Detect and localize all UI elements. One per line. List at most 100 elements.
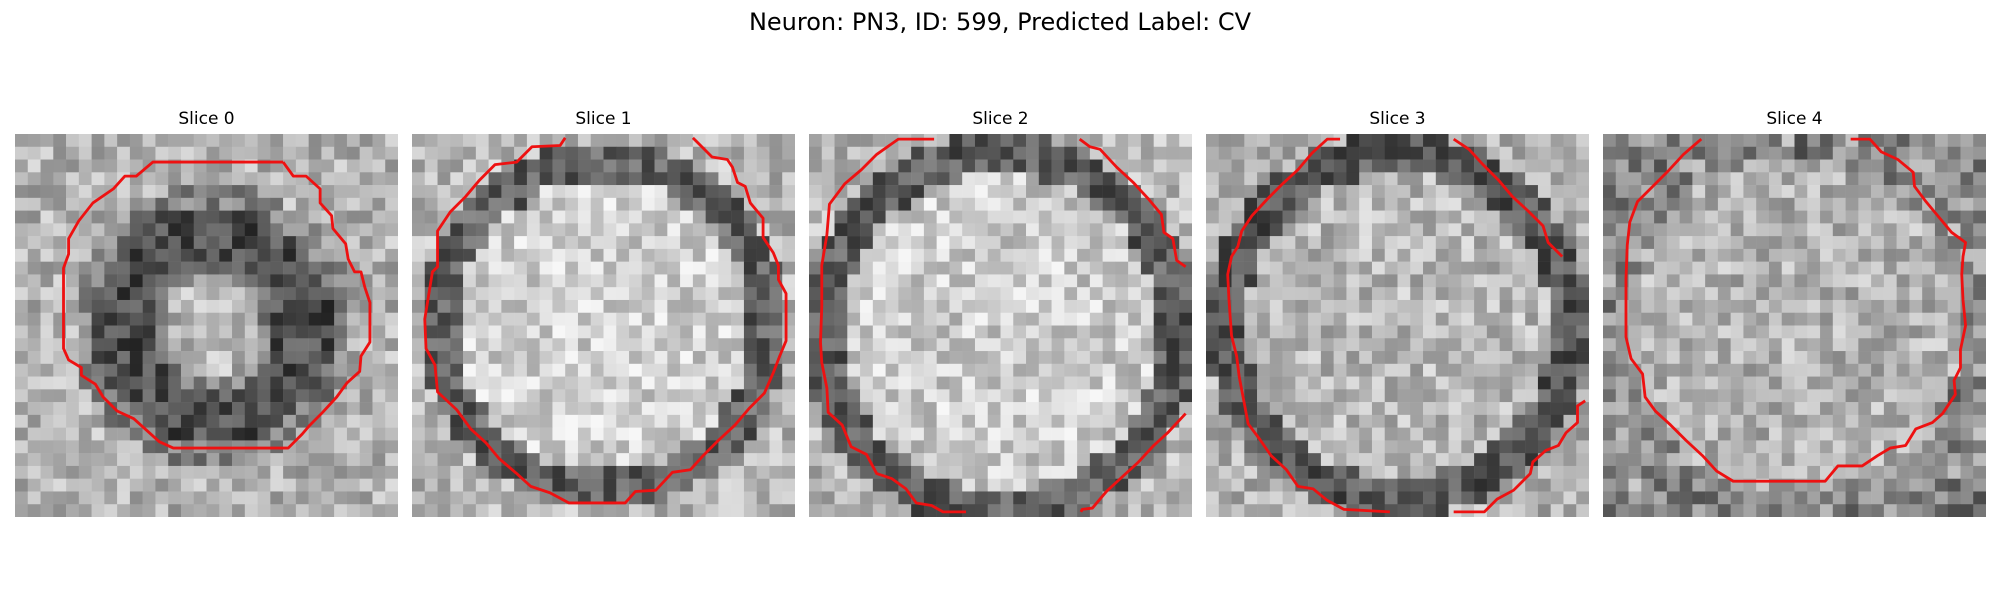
pixel — [1103, 249, 1116, 262]
pixel — [604, 300, 617, 313]
panel-slice-4: Slice 4 — [1603, 108, 1986, 517]
pixel — [1410, 377, 1423, 390]
pixel — [1960, 389, 1973, 402]
pixel — [309, 300, 322, 313]
pixel — [1321, 504, 1334, 517]
pixel — [1743, 453, 1756, 466]
pixel — [1321, 274, 1334, 287]
pixel — [1321, 351, 1334, 364]
pixel — [1820, 415, 1833, 428]
pixel — [438, 262, 451, 275]
pixel — [1629, 389, 1642, 402]
pixel — [1705, 300, 1718, 313]
pixel — [1667, 198, 1680, 211]
pixel — [847, 338, 860, 351]
pixel — [1154, 313, 1167, 326]
pixel — [1884, 134, 1897, 147]
pixel — [1718, 300, 1731, 313]
pixel — [616, 402, 629, 415]
pixel — [1372, 160, 1385, 173]
pixel — [1103, 351, 1116, 364]
pixel — [514, 211, 527, 224]
pixel — [744, 249, 757, 262]
pixel — [385, 389, 398, 402]
pixel — [1616, 402, 1629, 415]
pixel — [53, 415, 66, 428]
pixel — [1077, 428, 1090, 441]
pixel — [194, 402, 207, 415]
pixel — [219, 338, 232, 351]
pixel — [924, 338, 937, 351]
pixel — [489, 377, 502, 390]
pixel — [258, 172, 271, 185]
pixel — [1551, 415, 1564, 428]
pixel — [1807, 364, 1820, 377]
pixel — [1820, 313, 1833, 326]
pixel — [591, 504, 604, 517]
pixel — [809, 236, 822, 249]
pixel — [92, 287, 105, 300]
pixel — [194, 377, 207, 390]
pixel — [1449, 326, 1462, 339]
pixel — [1563, 274, 1576, 287]
pixel — [1308, 211, 1321, 224]
pixel — [1782, 313, 1795, 326]
pixel — [1616, 198, 1629, 211]
pixel — [1769, 211, 1782, 224]
pixel — [1359, 313, 1372, 326]
pixel — [1295, 262, 1308, 275]
pixel — [1423, 223, 1436, 236]
pixel — [949, 211, 962, 224]
pixel — [873, 402, 886, 415]
pixel — [706, 236, 719, 249]
pixel — [1115, 453, 1128, 466]
pixel — [873, 313, 886, 326]
pixel — [835, 287, 848, 300]
pixel — [1743, 172, 1756, 185]
pixel — [501, 364, 514, 377]
pixel — [1179, 172, 1192, 185]
pixel — [1871, 172, 1884, 185]
pixel — [53, 402, 66, 415]
pixel — [911, 172, 924, 185]
pixel — [28, 185, 41, 198]
pixel — [104, 287, 117, 300]
pixel — [911, 313, 924, 326]
pixel — [1705, 364, 1718, 377]
pixel — [835, 262, 848, 275]
pixel — [1001, 249, 1014, 262]
pixel — [194, 211, 207, 224]
pixel — [347, 313, 360, 326]
pixel — [79, 172, 92, 185]
pixel — [1013, 223, 1026, 236]
pixel — [1667, 402, 1680, 415]
pixel — [898, 300, 911, 313]
pixel — [181, 453, 194, 466]
pixel — [321, 198, 334, 211]
pixel — [1525, 287, 1538, 300]
pixel — [258, 491, 271, 504]
pixel — [1616, 504, 1629, 517]
pixel — [283, 402, 296, 415]
pixel — [822, 338, 835, 351]
pixel — [1795, 402, 1808, 415]
pixel — [181, 198, 194, 211]
pixel — [1858, 287, 1871, 300]
pixel — [1103, 313, 1116, 326]
pixel — [1436, 466, 1449, 479]
pixel — [1680, 338, 1693, 351]
pixel — [718, 172, 731, 185]
pixel — [130, 287, 143, 300]
pixel — [66, 377, 79, 390]
pixel — [1436, 389, 1449, 402]
pixel — [1629, 236, 1642, 249]
pixel — [270, 453, 283, 466]
pixel — [1154, 160, 1167, 173]
pixel — [731, 440, 744, 453]
pixel — [757, 453, 770, 466]
pixel — [1820, 338, 1833, 351]
pixel — [1359, 274, 1372, 287]
pixel — [117, 313, 130, 326]
panel-slice-1: Slice 1 — [412, 108, 795, 517]
pixel — [1474, 440, 1487, 453]
